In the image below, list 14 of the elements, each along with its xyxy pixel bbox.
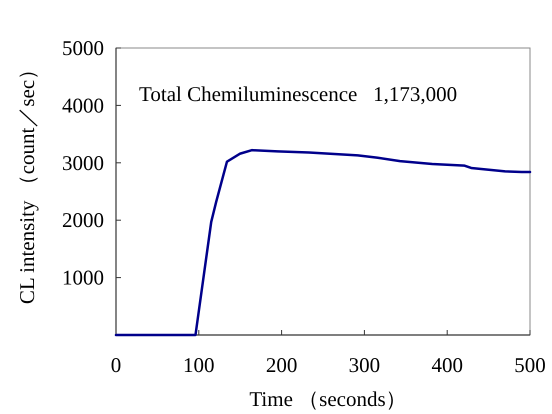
x-tick-label: 100 xyxy=(183,353,215,377)
y-tick-label: 3000 xyxy=(62,150,104,175)
y-tick-label: 5000 xyxy=(62,36,104,60)
y-axis-title: CL intensity （count／sec） xyxy=(15,58,39,304)
x-tick-label: 0 xyxy=(110,353,122,377)
y-tick-label: 4000 xyxy=(62,93,104,118)
annotation: Total Chemiluminescence 1,173,000 xyxy=(139,82,458,106)
x-axis-title: Time （seconds） xyxy=(249,387,407,411)
x-tick-label: 300 xyxy=(348,353,380,377)
x-tick-label: 200 xyxy=(266,353,298,377)
y-tick-label: 2000 xyxy=(62,208,104,232)
x-tick-label: 400 xyxy=(431,353,463,377)
x-tick-label: 500 xyxy=(514,353,546,377)
y-tick-label: 1000 xyxy=(62,266,104,290)
